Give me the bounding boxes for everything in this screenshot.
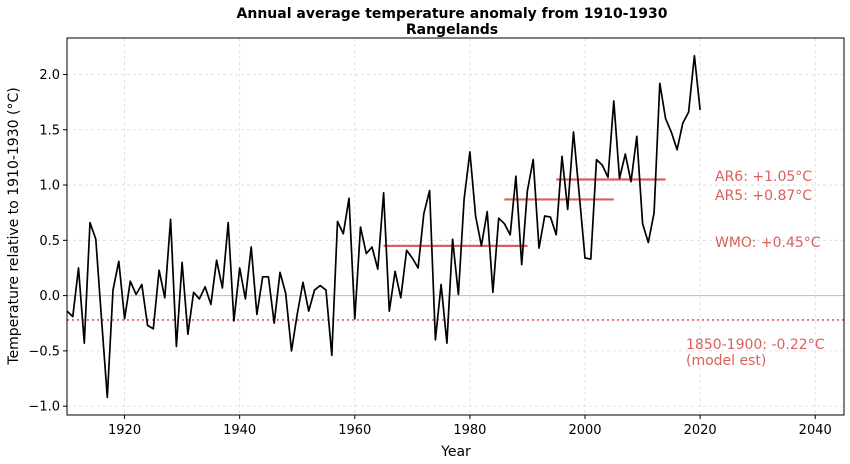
x-axis-label: Year — [440, 444, 471, 460]
x-axis-ticks: 1920 1940 1960 1980 2000 2020 2040 — [108, 415, 832, 438]
x-tick-label: 1960 — [338, 423, 371, 438]
x-tick-label: 1980 — [453, 423, 486, 438]
wmo-annotation: WMO: +0.45°C — [715, 235, 821, 251]
y-tick-label: 1.5 — [39, 123, 60, 138]
y-tick-label: −0.5 — [28, 344, 60, 359]
x-tick-label: 2040 — [799, 423, 832, 438]
x-tick-label: 2020 — [684, 423, 717, 438]
ar6-annotation: AR6: +1.05°C — [715, 169, 812, 185]
chart-subtitle: Rangelands — [406, 22, 498, 38]
chart-title: Annual average temperature anomaly from … — [237, 6, 668, 22]
plot-frame — [66, 37, 845, 416]
baseline-annotation: 1850-1900: -0.22°C — [686, 337, 825, 353]
x-tick-label: 1920 — [108, 423, 141, 438]
temperature-series-line — [66, 54, 701, 399]
baseline-annotation-note: (model est) — [686, 353, 766, 369]
y-tick-label: 2.0 — [39, 68, 60, 83]
series — [66, 54, 701, 399]
y-tick-label: −1.0 — [28, 400, 60, 415]
y-tick-label: 0.5 — [39, 234, 60, 249]
y-tick-label: 1.0 — [39, 179, 60, 194]
y-axis-label: Temperature relative to 1910-1930 (°C) — [6, 87, 22, 365]
x-tick-label: 1940 — [223, 423, 256, 438]
grid — [67, 38, 844, 415]
annotations: AR6: +1.05°C AR5: +0.87°C WMO: +0.45°C 1… — [686, 169, 825, 369]
x-tick-label: 2000 — [568, 423, 601, 438]
y-tick-label: 0.0 — [39, 289, 60, 304]
ar5-annotation: AR5: +0.87°C — [715, 188, 812, 204]
y-axis-ticks: −1.0 −0.5 0.0 0.5 1.0 1.5 2.0 — [28, 68, 67, 415]
